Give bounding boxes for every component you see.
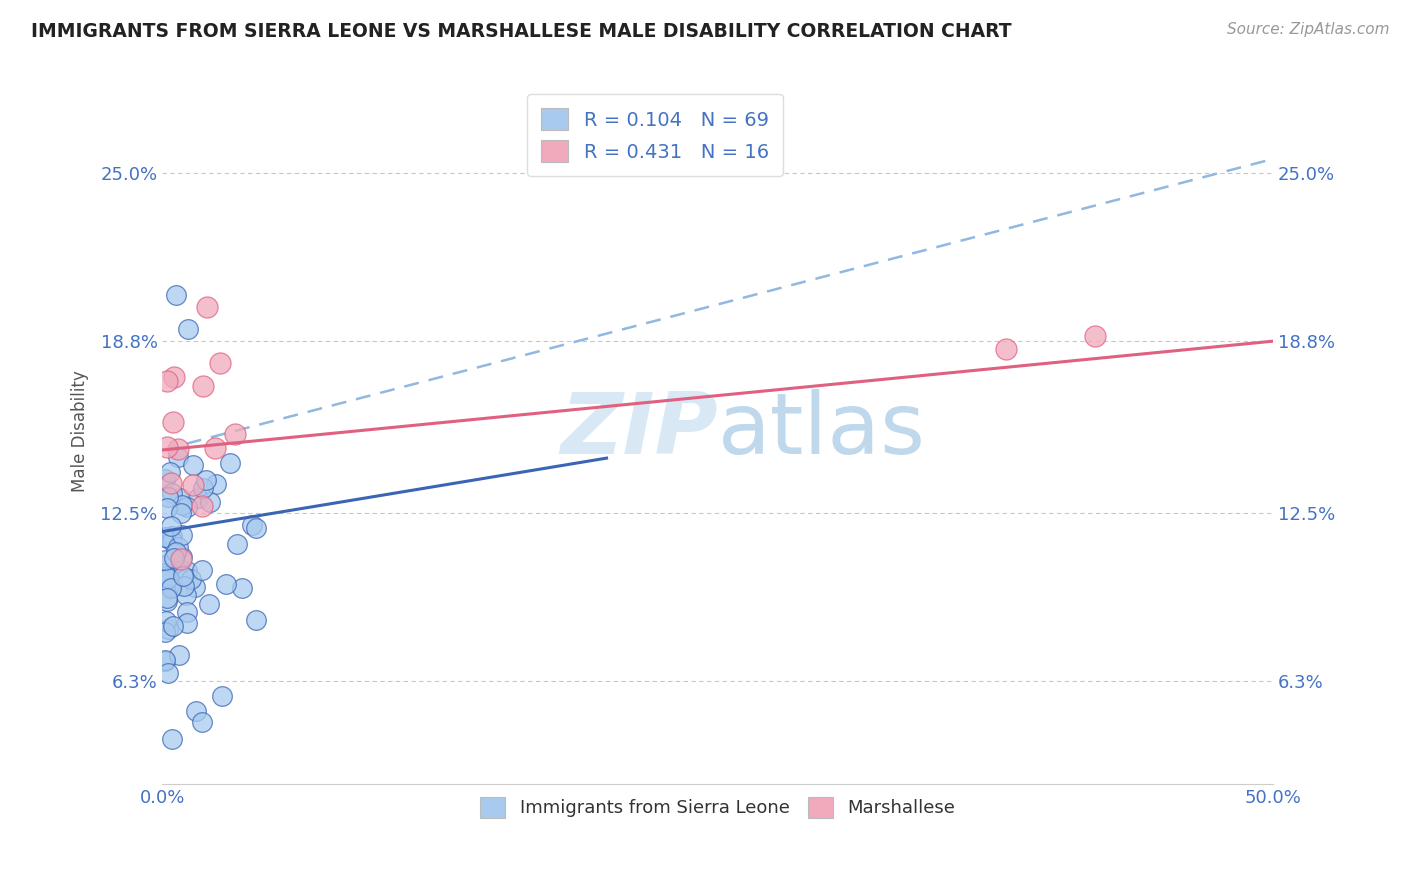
Point xyxy=(155,573,177,587)
Point xyxy=(995,343,1018,357)
Point xyxy=(167,648,190,663)
Point xyxy=(181,458,204,473)
Point xyxy=(176,606,198,620)
Point xyxy=(163,551,186,566)
Point xyxy=(211,690,233,704)
Point xyxy=(162,369,184,384)
Point xyxy=(153,654,176,668)
Point xyxy=(170,528,193,542)
Point xyxy=(155,591,177,605)
Point xyxy=(170,550,193,565)
Point xyxy=(167,442,190,457)
Point xyxy=(198,495,221,509)
Point xyxy=(240,517,263,532)
Point xyxy=(187,491,209,505)
Point xyxy=(198,597,221,611)
Point xyxy=(156,566,179,580)
Point xyxy=(153,553,176,567)
Point xyxy=(156,622,179,636)
Point xyxy=(157,532,180,546)
Point xyxy=(176,564,198,578)
Point xyxy=(162,619,184,633)
Point xyxy=(219,456,242,470)
Point xyxy=(170,551,193,566)
Point xyxy=(156,557,179,571)
Point xyxy=(159,475,181,490)
Point xyxy=(160,485,183,500)
Point xyxy=(195,473,218,487)
Point xyxy=(170,506,193,520)
Point xyxy=(153,530,176,544)
Point xyxy=(153,653,176,667)
Point xyxy=(180,572,202,586)
Legend: Immigrants from Sierra Leone, Marshallese: Immigrants from Sierra Leone, Marshalles… xyxy=(472,789,962,825)
Text: IMMIGRANTS FROM SIERRA LEONE VS MARSHALLESE MALE DISABILITY CORRELATION CHART: IMMIGRANTS FROM SIERRA LEONE VS MARSHALL… xyxy=(31,22,1011,41)
Point xyxy=(165,545,187,559)
Point xyxy=(160,534,183,549)
Point xyxy=(191,714,214,729)
Point xyxy=(156,374,179,388)
Text: atlas: atlas xyxy=(717,390,925,473)
Point xyxy=(159,465,181,479)
Point xyxy=(156,594,179,608)
Point xyxy=(231,581,253,595)
Point xyxy=(162,732,184,747)
Point xyxy=(153,471,176,485)
Point xyxy=(172,498,194,512)
Point xyxy=(224,426,246,441)
Point xyxy=(156,571,179,585)
Point xyxy=(160,529,183,543)
Point xyxy=(167,540,190,554)
Point xyxy=(184,704,207,718)
Point xyxy=(208,356,231,370)
Point xyxy=(169,491,191,506)
Point xyxy=(153,566,176,581)
Point xyxy=(156,501,179,516)
Point xyxy=(165,288,187,302)
Point xyxy=(226,537,249,551)
Point xyxy=(181,478,204,492)
Point xyxy=(191,499,214,513)
Point xyxy=(245,613,267,627)
Point xyxy=(193,481,215,495)
Text: ZIP: ZIP xyxy=(560,390,717,473)
Point xyxy=(157,665,180,680)
Point xyxy=(191,379,214,393)
Point xyxy=(205,477,228,491)
Point xyxy=(160,519,183,533)
Point xyxy=(163,556,186,570)
Point xyxy=(184,580,207,594)
Point xyxy=(155,615,177,629)
Point xyxy=(157,491,180,505)
Point xyxy=(245,521,267,535)
Point xyxy=(153,624,176,639)
Point xyxy=(166,450,188,464)
Point xyxy=(215,576,238,591)
Point xyxy=(172,569,194,583)
Y-axis label: Male Disability: Male Disability xyxy=(72,370,89,491)
Point xyxy=(176,500,198,515)
Point xyxy=(204,441,226,455)
Point xyxy=(176,588,198,602)
Point xyxy=(160,581,183,595)
Point xyxy=(156,440,179,454)
Point xyxy=(153,569,176,583)
Text: Source: ZipAtlas.com: Source: ZipAtlas.com xyxy=(1226,22,1389,37)
Point xyxy=(195,300,218,314)
Point xyxy=(160,579,183,593)
Point xyxy=(173,579,195,593)
Point xyxy=(191,563,214,577)
Point xyxy=(162,415,184,429)
Point xyxy=(176,615,198,630)
Point xyxy=(1084,328,1107,343)
Point xyxy=(176,322,198,336)
